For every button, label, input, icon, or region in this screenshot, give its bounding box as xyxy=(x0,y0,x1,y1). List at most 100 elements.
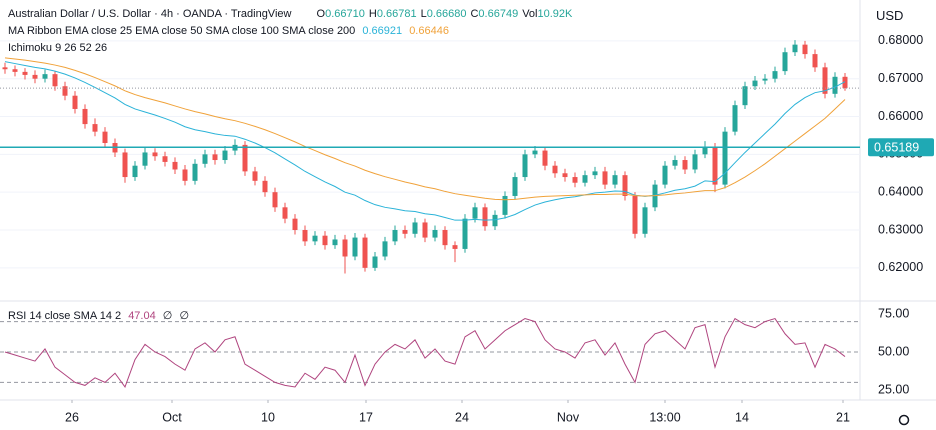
indicator-label[interactable]: MA Ribbon EMA close 25 EMA close 50 SMA … xyxy=(8,25,356,37)
ohlcv-value: 0.66680 xyxy=(426,8,467,20)
candle-body xyxy=(362,237,368,268)
x-tick-label: 26 xyxy=(65,410,79,424)
ohlcv-value: 0.66749 xyxy=(478,8,519,20)
symbol[interactable]: Australian Dollar / U.S. Dollar · 4h · O… xyxy=(8,8,292,20)
symbol-bar: Australian Dollar / U.S. Dollar · 4h · O… xyxy=(8,8,580,20)
candle-body xyxy=(272,192,278,208)
ohlcv-label: C xyxy=(470,8,479,20)
candle-body xyxy=(752,80,758,87)
candle-body xyxy=(22,71,28,75)
indicator-label[interactable]: RSI 14 close SMA 14 2 xyxy=(8,310,122,322)
x-tick-label: 10 xyxy=(261,410,275,424)
x-tick-label: 21 xyxy=(836,410,850,424)
candle-body xyxy=(422,222,428,238)
candle-body xyxy=(372,256,378,268)
y-tick-label: 25.00 xyxy=(878,382,909,396)
candle-body xyxy=(132,165,138,178)
y-tick-label: 0.64000 xyxy=(878,184,923,198)
candle-body xyxy=(292,218,298,231)
y-tick-label: 0.66000 xyxy=(878,109,923,123)
candle-body xyxy=(682,160,688,170)
candle-body xyxy=(402,230,408,234)
y-tick-label: 0.62000 xyxy=(878,260,923,274)
candle-body xyxy=(492,214,498,227)
candle-body xyxy=(322,235,328,246)
x-tick-label: Oct xyxy=(162,410,182,424)
candle-body xyxy=(452,245,458,249)
candle-body xyxy=(602,171,608,185)
candle-body xyxy=(512,177,518,196)
indicator-value: ∅ xyxy=(162,310,173,322)
y-tick-label: 0.67000 xyxy=(878,71,923,85)
candle-body xyxy=(172,161,178,170)
candle-body xyxy=(612,175,618,185)
ohlcv-value: 0.66710 xyxy=(325,8,365,20)
candle-body xyxy=(812,54,818,68)
candle-body xyxy=(792,44,798,53)
candle-body xyxy=(592,171,598,176)
candle-body xyxy=(822,67,828,94)
candle-body xyxy=(192,163,198,181)
y-tick-label: 0.68000 xyxy=(878,33,923,47)
indicator-label[interactable]: Ichimoku 9 26 52 26 xyxy=(8,42,108,54)
candle-body xyxy=(802,44,808,55)
rsi-line xyxy=(4,317,846,388)
candle-body xyxy=(42,74,48,79)
candle-body xyxy=(542,150,548,166)
ohlcv-label: Vol xyxy=(522,8,538,20)
candle-body xyxy=(392,230,398,242)
candle-body xyxy=(102,131,108,144)
ichimoku-legend: Ichimoku 9 26 52 26 xyxy=(8,42,111,54)
y-tick-label: 50.00 xyxy=(878,344,909,358)
y-tick-label: 75.00 xyxy=(878,306,909,320)
candle-body xyxy=(442,230,448,246)
candle-body xyxy=(212,154,218,161)
candle-body xyxy=(262,180,268,193)
candle-body xyxy=(692,154,698,170)
candle-body xyxy=(352,237,358,257)
x-tick-label: 14 xyxy=(735,410,749,424)
y-tick-label: 0.63000 xyxy=(878,222,923,236)
candle-body xyxy=(472,207,478,219)
candle-body xyxy=(582,175,588,183)
candle-body xyxy=(92,124,98,132)
candle-body xyxy=(782,52,788,72)
candle-body xyxy=(82,108,88,125)
ohlcv-label: O xyxy=(316,8,326,20)
candle-body xyxy=(52,74,58,87)
ohlcv-value: 10.92K xyxy=(537,8,573,20)
ohlcv-label: L xyxy=(420,8,427,20)
currency[interactable]: USD xyxy=(876,8,904,23)
settings-icon[interactable] xyxy=(898,414,910,426)
x-tick-label: 24 xyxy=(455,410,469,424)
indicator-value: 47.04 xyxy=(128,310,156,322)
candle-body xyxy=(162,156,168,162)
indicator-value: 0.66446 xyxy=(409,25,449,37)
candle-body xyxy=(12,69,18,72)
candle-body xyxy=(32,74,38,79)
candle-body xyxy=(462,218,468,249)
candle-body xyxy=(702,146,708,155)
ma-line xyxy=(4,61,846,221)
candle-body xyxy=(252,171,258,181)
candle-body xyxy=(242,144,248,172)
candle-body xyxy=(762,78,768,81)
ma-line xyxy=(4,57,846,201)
candle-body xyxy=(502,195,508,215)
price-label-box xyxy=(868,138,934,157)
candle-body xyxy=(772,71,778,79)
candle-body xyxy=(832,76,838,94)
x-tick-label: 17 xyxy=(359,410,373,424)
candle-body xyxy=(552,165,558,174)
candle-body xyxy=(382,241,388,257)
candle-body xyxy=(342,239,348,257)
candle-body xyxy=(672,160,678,166)
candle-body xyxy=(222,150,228,161)
candle-body xyxy=(742,86,748,106)
candle-body xyxy=(302,230,308,242)
candle-body xyxy=(332,239,338,246)
candle-body xyxy=(432,230,438,238)
ohlcv: O0.66710 H0.66781 L0.66680 C0.66749 Vol10.92… xyxy=(317,8,577,20)
